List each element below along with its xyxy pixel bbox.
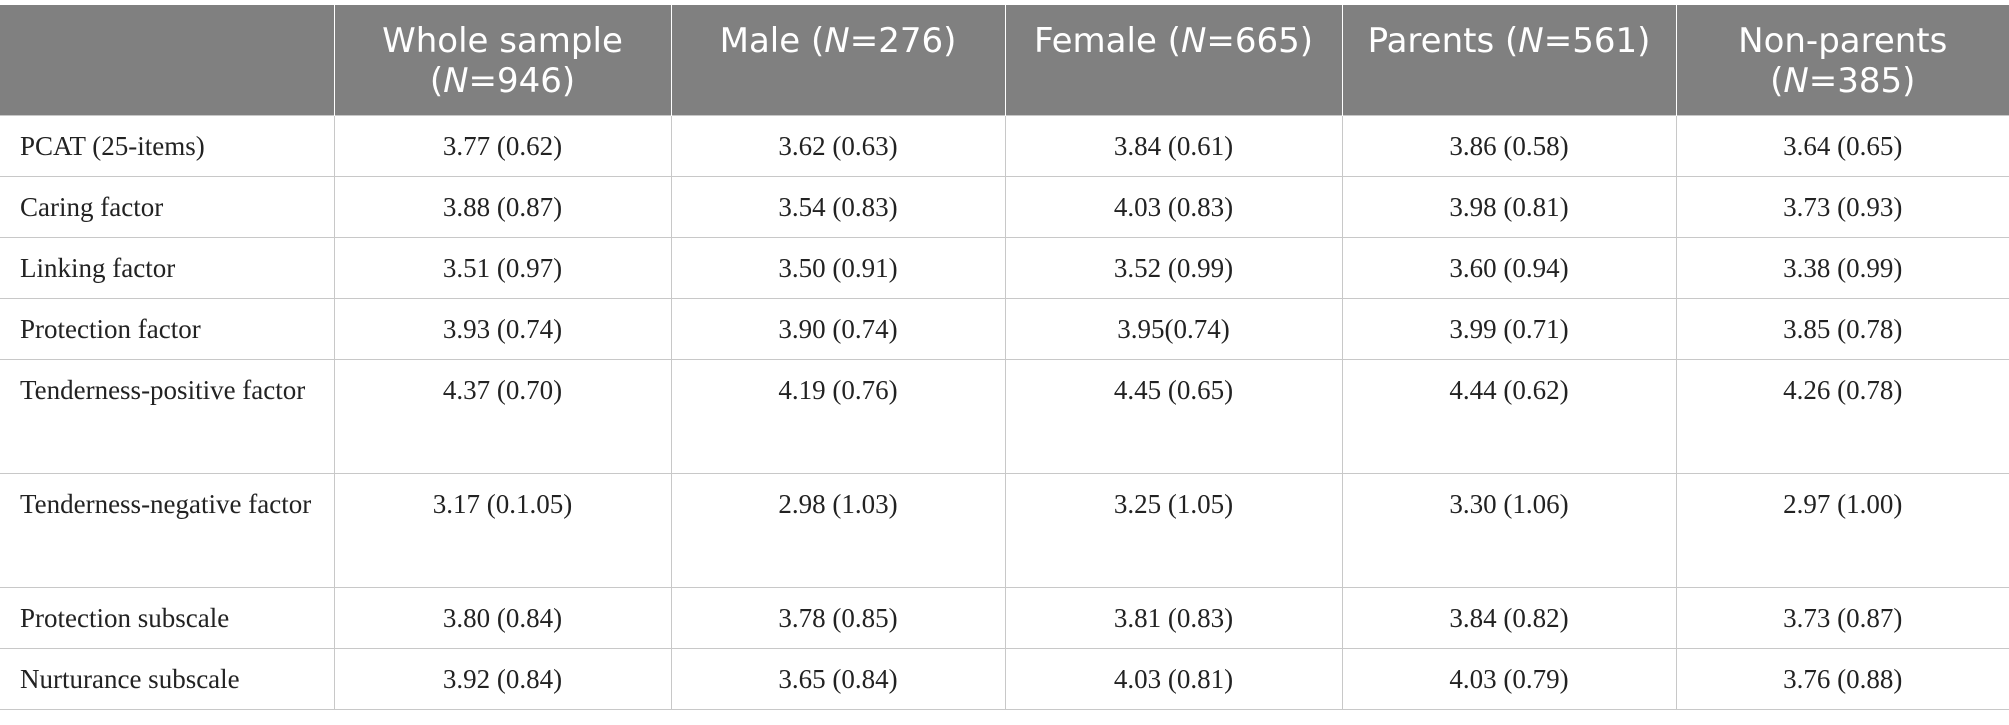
cell-whole-sample: 3.17 (0.1.05) <box>333 472 672 588</box>
cell-male: 2.98 (1.03) <box>670 472 1006 588</box>
cell-non-parents: 3.73 (0.93) <box>1675 175 2009 238</box>
header-cell-parents: Parents (N=561) <box>1341 5 1676 115</box>
cell-male: 3.90 (0.74) <box>670 297 1006 360</box>
cell-male: 3.54 (0.83) <box>670 175 1006 238</box>
cell-non-parents: 4.26 (0.78) <box>1675 358 2009 474</box>
descriptive-statistics-table: Whole sample (N=946) Male (N=276) Female … <box>0 5 2009 710</box>
cell-female: 4.45 (0.65) <box>1004 358 1343 474</box>
row-label: Tenderness-negative factor <box>0 472 335 588</box>
table-row: Tenderness-negative factor 3.17 (0.1.05)… <box>0 472 2009 588</box>
cell-male: 3.78 (0.85) <box>670 586 1006 649</box>
cell-non-parents: 3.85 (0.78) <box>1675 297 2009 360</box>
cell-female: 3.52 (0.99) <box>1004 236 1343 299</box>
cell-whole-sample: 3.92 (0.84) <box>333 647 672 710</box>
cell-non-parents: 3.64 (0.65) <box>1675 114 2009 177</box>
cell-parents: 3.30 (1.06) <box>1341 472 1677 588</box>
table-row: Tenderness-positive factor 4.37 (0.70) 4… <box>0 358 2009 474</box>
cell-female: 4.03 (0.83) <box>1004 175 1343 238</box>
cell-parents: 3.99 (0.71) <box>1341 297 1677 360</box>
row-label: Protection factor <box>0 297 335 360</box>
cell-female: 4.03 (0.81) <box>1004 647 1343 710</box>
cell-non-parents: 3.76 (0.88) <box>1675 647 2009 710</box>
header-cell-female: Female (N=665) <box>1004 5 1342 115</box>
header-row: Whole sample (N=946) Male (N=276) Female … <box>0 5 2009 115</box>
table-header: Whole sample (N=946) Male (N=276) Female … <box>0 5 2009 115</box>
cell-non-parents: 2.97 (1.00) <box>1675 472 2009 588</box>
table-row: Linking factor 3.51 (0.97) 3.50 (0.91) 3… <box>0 236 2009 299</box>
cell-parents: 3.60 (0.94) <box>1341 236 1677 299</box>
table-row: Protection subscale 3.80 (0.84) 3.78 (0.… <box>0 586 2009 649</box>
row-label: Protection subscale <box>0 586 335 649</box>
table-row: Protection factor 3.93 (0.74) 3.90 (0.74… <box>0 297 2009 360</box>
table-row: Nurturance subscale 3.92 (0.84) 3.65 (0.… <box>0 647 2009 710</box>
cell-female: 3.25 (1.05) <box>1004 472 1343 588</box>
cell-male: 3.65 (0.84) <box>670 647 1006 710</box>
cell-male: 3.62 (0.63) <box>670 114 1006 177</box>
cell-whole-sample: 3.77 (0.62) <box>333 114 672 177</box>
cell-parents: 3.98 (0.81) <box>1341 175 1677 238</box>
row-label: Nurturance subscale <box>0 647 335 710</box>
header-cell-empty <box>0 5 334 115</box>
cell-whole-sample: 3.80 (0.84) <box>333 586 672 649</box>
table-body: PCAT (25-items) 3.77 (0.62) 3.62 (0.63) … <box>0 114 2009 710</box>
cell-non-parents: 3.73 (0.87) <box>1675 586 2009 649</box>
cell-parents: 3.84 (0.82) <box>1341 586 1677 649</box>
row-label: Tenderness-positive factor <box>0 358 335 474</box>
cell-whole-sample: 3.51 (0.97) <box>333 236 672 299</box>
row-label: PCAT (25-items) <box>0 114 335 177</box>
table-row: PCAT (25-items) 3.77 (0.62) 3.62 (0.63) … <box>0 114 2009 177</box>
cell-female: 3.84 (0.61) <box>1004 114 1343 177</box>
cell-whole-sample: 3.93 (0.74) <box>333 297 672 360</box>
cell-parents: 4.03 (0.79) <box>1341 647 1677 710</box>
header-cell-male: Male (N=276) <box>670 5 1005 115</box>
row-label: Caring factor <box>0 175 335 238</box>
cell-female: 3.81 (0.83) <box>1004 586 1343 649</box>
cell-male: 4.19 (0.76) <box>670 358 1006 474</box>
cell-non-parents: 3.38 (0.99) <box>1675 236 2009 299</box>
cell-whole-sample: 4.37 (0.70) <box>333 358 672 474</box>
row-label: Linking factor <box>0 236 335 299</box>
cell-whole-sample: 3.88 (0.87) <box>333 175 672 238</box>
table-row: Caring factor 3.88 (0.87) 3.54 (0.83) 4.… <box>0 175 2009 238</box>
header-cell-whole-sample: Whole sample (N=946) <box>333 5 671 115</box>
cell-male: 3.50 (0.91) <box>670 236 1006 299</box>
cell-parents: 3.86 (0.58) <box>1341 114 1677 177</box>
header-cell-non-parents: Non-parents (N=385) <box>1675 5 2009 115</box>
cell-female: 3.95(0.74) <box>1004 297 1343 360</box>
cell-parents: 4.44 (0.62) <box>1341 358 1677 474</box>
